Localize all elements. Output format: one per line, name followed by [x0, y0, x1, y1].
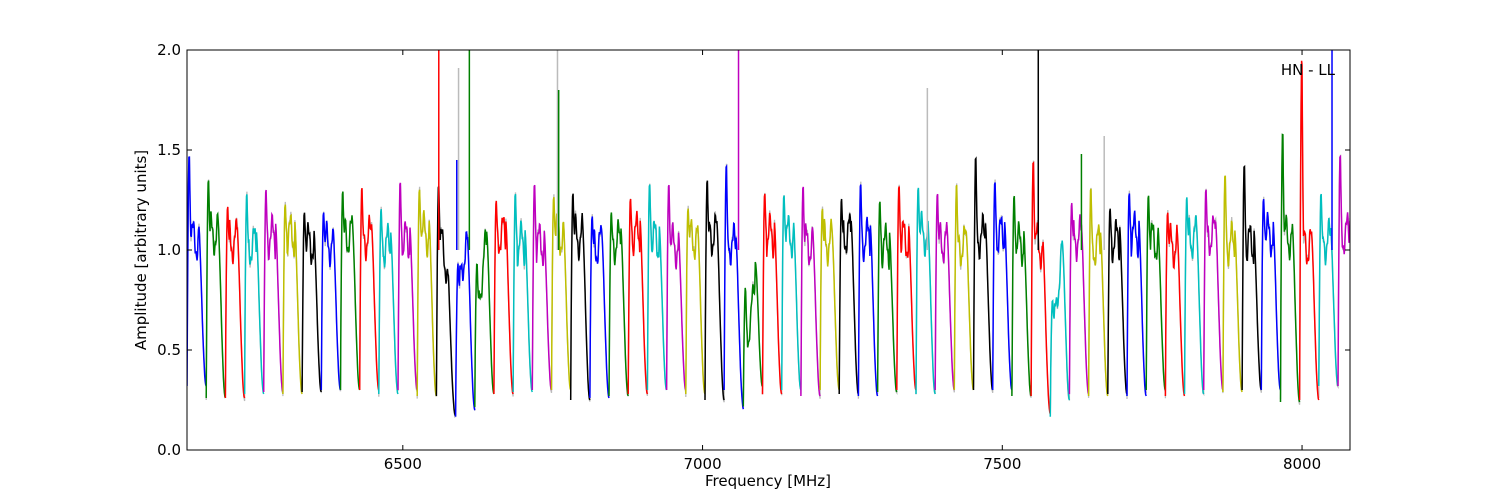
series-band-3 — [224, 206, 246, 399]
series-band-9 — [339, 191, 361, 391]
x-axis-label: Frequency [MHz] — [705, 472, 831, 490]
series-band-13 — [416, 189, 438, 397]
y-tick-label: 2.0 — [157, 41, 181, 59]
series-band-27 — [685, 208, 706, 395]
tick-layer: 6500 7000 7500 8000 0.0 0.5 1.0 1.5 2.0 — [157, 41, 1350, 473]
series-band-19 — [531, 184, 553, 391]
series-band-26 — [665, 184, 687, 391]
series-band-45 — [1030, 161, 1052, 415]
series-band-20 — [550, 197, 572, 391]
y-tick-label: 0.0 — [157, 441, 181, 459]
series-band-30 — [742, 261, 764, 407]
y-tick-label: 0.5 — [157, 341, 181, 359]
series-band-32 — [780, 195, 802, 391]
series-band-2 — [205, 180, 227, 399]
series-band-47 — [1068, 203, 1090, 395]
series-band-5 — [262, 189, 284, 393]
series-band-7 — [301, 212, 322, 393]
series-band-24 — [627, 198, 649, 395]
series-band-23 — [608, 212, 629, 397]
series-band-60 — [1318, 193, 1339, 387]
series-band-48 — [1087, 188, 1109, 397]
series-layer — [187, 50, 1350, 418]
series-band-40 — [934, 193, 956, 391]
series-band-12 — [397, 182, 418, 391]
y-axis-label: Amplitude [arbitrary units] — [132, 150, 150, 350]
x-tick-label: 7000 — [683, 455, 721, 473]
x-tick-label: 7500 — [983, 455, 1021, 473]
series-band-22 — [589, 216, 610, 399]
series-band-35 — [838, 198, 860, 395]
series-band-56 — [1241, 164, 1262, 391]
series-band-14 — [435, 185, 456, 416]
x-tick-label: 6500 — [384, 455, 422, 473]
series-band-16 — [474, 229, 495, 408]
series-band-49 — [1107, 208, 1128, 395]
series-band-41 — [953, 184, 975, 391]
series-band-61 — [1337, 154, 1350, 387]
series-band-17 — [493, 200, 514, 395]
series-band-21 — [569, 193, 591, 401]
x-tick-label: 8000 — [1283, 455, 1321, 473]
series-band-42 — [972, 156, 994, 391]
series-band-44 — [1011, 195, 1032, 397]
series-band-39 — [915, 187, 936, 395]
series-band-1 — [187, 156, 207, 387]
series-band-28 — [704, 180, 725, 401]
series-band-15 — [454, 231, 476, 417]
y-tick-label: 1.0 — [157, 241, 181, 259]
series-band-38 — [896, 186, 917, 391]
series-band-37 — [876, 201, 898, 393]
series-band-46 — [1049, 240, 1071, 417]
series-band-52 — [1164, 212, 1186, 397]
series-band-51 — [1145, 195, 1167, 391]
series-band-10 — [358, 188, 380, 391]
y-tick-label: 1.5 — [157, 141, 181, 159]
series-band-33 — [800, 186, 821, 397]
series-band-25 — [646, 184, 668, 391]
series-band-34 — [819, 208, 840, 391]
series-band-57 — [1260, 198, 1282, 391]
series-band-43 — [991, 182, 1013, 391]
series-band-31 — [761, 193, 783, 395]
series-band-18 — [512, 194, 533, 393]
series-band-59 — [1298, 60, 1320, 401]
series-band-29 — [723, 164, 745, 410]
series-band-54 — [1202, 189, 1224, 391]
series-band-6 — [282, 204, 303, 395]
series-band-36 — [857, 184, 879, 397]
series-band-11 — [378, 208, 399, 395]
series-band-8 — [320, 212, 342, 391]
series-band-53 — [1183, 197, 1205, 395]
chart-annotation: HN - LL — [1281, 61, 1336, 79]
series-band-50 — [1126, 193, 1147, 397]
series-band-4 — [243, 194, 265, 395]
series-band-58 — [1279, 133, 1301, 403]
series-band-55 — [1222, 175, 1243, 393]
